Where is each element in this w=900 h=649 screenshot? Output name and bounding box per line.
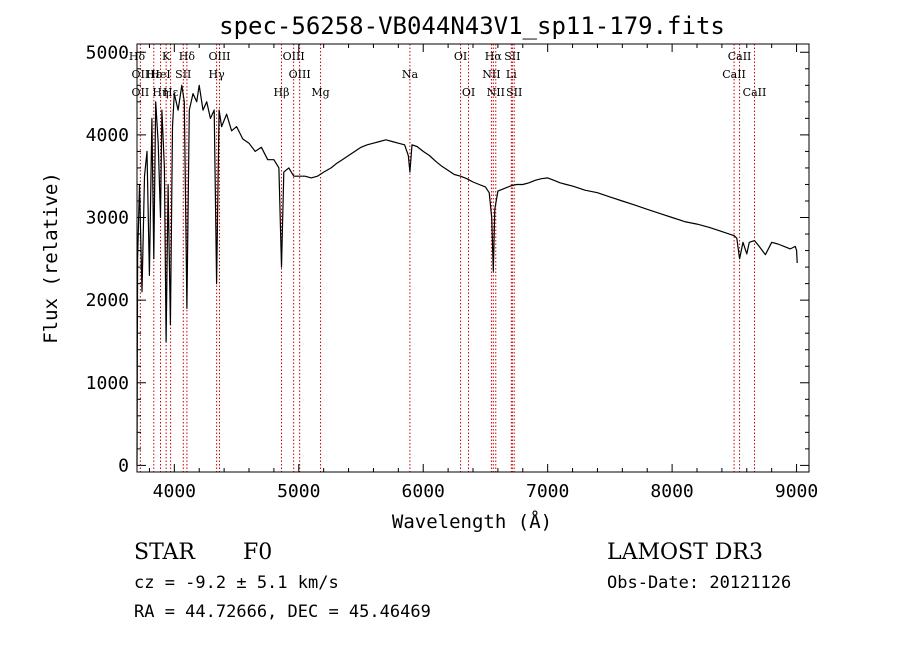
- line-label: CaII: [722, 68, 746, 81]
- spectrum-chart: spec-56258-VB044N43V1_sp11-179.fits Hδ OI…: [40, 12, 818, 533]
- y-tick-label: 2000: [86, 290, 129, 311]
- x-tick-label: 5000: [277, 481, 320, 502]
- line-label: OII: [132, 86, 150, 99]
- line-label: Hγ: [209, 68, 226, 81]
- line-label: OII: [132, 68, 150, 81]
- line-label: Hη: [152, 86, 168, 99]
- x-tick-label: 4000: [153, 481, 196, 502]
- x-tick-label: 8000: [650, 481, 693, 502]
- line-label: Hε: [163, 86, 179, 99]
- line-label: SII: [175, 68, 191, 81]
- spectrum-line: [136, 84, 798, 466]
- line-label: K: [162, 50, 171, 63]
- y-tick-label: 3000: [86, 208, 129, 229]
- line-label: OIII: [283, 50, 305, 63]
- line-label: CaII: [728, 50, 752, 63]
- line-label: OIII: [208, 50, 230, 63]
- line-label: Mg: [311, 86, 329, 99]
- spectral-subclass: F0: [243, 540, 273, 565]
- plot-frame: [136, 43, 810, 473]
- y-axis: 0 1000 2000 3000 4000 5000: [86, 42, 809, 476]
- line-label: Hβ: [274, 86, 290, 99]
- object-class: STAR: [134, 540, 195, 565]
- y-axis-label: Flux (relative): [40, 172, 62, 344]
- survey-name: LAMOST DR3: [607, 540, 763, 565]
- y-tick-label: 5000: [86, 42, 129, 63]
- line-label: SII: [504, 50, 520, 63]
- line-label: SII: [506, 86, 522, 99]
- x-tick-label: 9000: [775, 481, 818, 502]
- x-axis: 4000 5000 6000 7000 8000 9000: [148, 44, 818, 502]
- line-label: Na: [402, 68, 419, 81]
- x-axis-label: Wavelength (Å): [392, 510, 552, 533]
- line-label: OIII: [289, 68, 311, 81]
- line-label: CaII: [743, 86, 767, 99]
- spectral-line-markers: [136, 44, 755, 472]
- x-tick-label: 6000: [402, 481, 445, 502]
- line-label: OI: [454, 50, 467, 63]
- line-label: HeI: [150, 68, 170, 81]
- y-tick-label: 0: [118, 455, 129, 476]
- redshift-value: cz = -9.2 ± 5.1 km/s: [134, 573, 339, 593]
- observation-date: Obs-Date: 20121126: [607, 573, 792, 593]
- line-label: NII: [482, 68, 500, 81]
- line-label: Hε: [146, 68, 162, 81]
- line-label: Hα: [485, 50, 503, 63]
- line-label: Li: [506, 68, 517, 81]
- line-label: Hδ: [179, 50, 196, 63]
- sky-coordinates: RA = 44.72666, DEC = 45.46469: [134, 602, 431, 622]
- x-tick-label: 7000: [526, 481, 569, 502]
- y-tick-label: 1000: [86, 373, 129, 394]
- chart-title: spec-56258-VB044N43V1_sp11-179.fits: [219, 12, 725, 40]
- y-tick-label: 4000: [86, 125, 129, 146]
- line-label: NII: [487, 86, 505, 99]
- line-label: OI: [462, 86, 475, 99]
